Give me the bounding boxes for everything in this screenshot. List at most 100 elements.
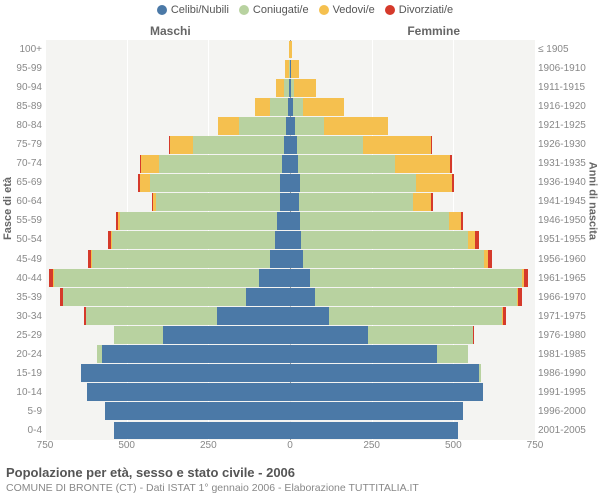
legend: Celibi/NubiliConiugati/eVedovi/eDivorzia… [0, 4, 600, 16]
bar-seg-s [290, 326, 368, 344]
bar-seg-m [193, 136, 284, 154]
bar-seg-s [87, 383, 290, 401]
age-band-label: 75-79 [2, 135, 42, 154]
birth-year-label: 1911-1915 [538, 78, 598, 97]
legend-label: Celibi/Nubili [171, 4, 229, 16]
bar-seg-s [290, 269, 310, 287]
bar-seg-w [255, 98, 270, 116]
bar-seg-w [291, 60, 299, 78]
bar-seg-s [163, 326, 290, 344]
bar-seg-d [452, 174, 455, 192]
bar-seg-m [299, 193, 413, 211]
bar-seg-d [60, 288, 63, 306]
bar-seg-s [290, 307, 329, 325]
bar-seg-m [437, 345, 468, 363]
x-tick-label: 250 [200, 440, 217, 451]
legend-swatch [157, 5, 167, 15]
age-band-label: 20-24 [2, 345, 42, 364]
bar-seg-s [275, 231, 290, 249]
age-row [45, 97, 535, 116]
bar-seg-s [290, 383, 483, 401]
bar-seg-s [217, 307, 291, 325]
bar-seg-d [138, 174, 139, 192]
bar-seg-s [246, 288, 290, 306]
y-axis-left: 0-45-910-1415-1920-2425-2930-3435-3940-4… [2, 40, 42, 440]
age-row [45, 40, 535, 59]
birth-year-label: 1991-1995 [538, 383, 598, 402]
plot-area [45, 40, 535, 440]
birth-year-label: 1916-1920 [538, 97, 598, 116]
bar-seg-m [112, 231, 275, 249]
x-tick-label: 250 [363, 440, 380, 451]
age-band-label: 45-49 [2, 250, 42, 269]
age-band-label: 100+ [2, 40, 42, 59]
age-band-label: 40-44 [2, 269, 42, 288]
age-row [45, 269, 535, 288]
birth-year-label: 2001-2005 [538, 421, 598, 440]
bar-seg-w [141, 155, 159, 173]
bar-seg-s [290, 422, 458, 440]
age-row [45, 250, 535, 269]
bar-seg-m [270, 98, 288, 116]
legend-label: Coniugati/e [253, 4, 309, 16]
bar-seg-m [300, 174, 416, 192]
bar-seg-s [290, 136, 297, 154]
bar-seg-w [363, 136, 432, 154]
legend-label: Divorziati/e [399, 4, 453, 16]
age-row [45, 116, 535, 135]
bar-seg-d [473, 326, 474, 344]
bar-seg-d [431, 136, 432, 154]
bar-seg-m [293, 98, 303, 116]
axis-title-right: Anni di nascita [586, 162, 598, 240]
age-band-label: 30-34 [2, 307, 42, 326]
age-row [45, 421, 535, 440]
birth-year-label: 1981-1985 [538, 345, 598, 364]
bar-seg-m [303, 250, 484, 268]
age-row [45, 364, 535, 383]
bar-seg-w [294, 79, 316, 97]
male-title: Maschi [150, 24, 191, 38]
bar-seg-w [91, 250, 92, 268]
bar-seg-m [315, 288, 518, 306]
age-band-label: 0-4 [2, 421, 42, 440]
birth-year-label: ≤ 1905 [538, 40, 598, 59]
bar-seg-w [218, 117, 239, 135]
birth-year-label: 1906-1910 [538, 59, 598, 78]
age-band-label: 95-99 [2, 59, 42, 78]
legend-swatch [319, 5, 329, 15]
bar-seg-d [524, 269, 529, 287]
x-tick-label: 750 [37, 440, 54, 451]
birth-year-label: 1966-1970 [538, 288, 598, 307]
age-row [45, 230, 535, 249]
bar-seg-d [84, 307, 86, 325]
bar-seg-d [108, 231, 111, 249]
bar-seg-m [92, 250, 270, 268]
age-row [45, 154, 535, 173]
bar-seg-w [303, 98, 344, 116]
bar-seg-m [120, 212, 277, 230]
bar-seg-s [259, 269, 290, 287]
footer: Popolazione per età, sesso e stato civil… [6, 465, 596, 494]
bar-seg-w [324, 117, 388, 135]
bar-seg-m [63, 288, 246, 306]
age-band-label: 70-74 [2, 154, 42, 173]
bar-seg-s [290, 212, 300, 230]
birth-year-label: 1976-1980 [538, 326, 598, 345]
age-row [45, 307, 535, 326]
bar-seg-s [290, 155, 298, 173]
bar-seg-s [290, 364, 479, 382]
x-tick-label: 0 [287, 440, 293, 451]
bar-seg-s [280, 193, 290, 211]
bar-seg-w [276, 79, 284, 97]
age-row [45, 383, 535, 402]
birth-year-label: 1996-2000 [538, 402, 598, 421]
age-band-label: 5-9 [2, 402, 42, 421]
age-row [45, 59, 535, 78]
birth-year-label: 1926-1930 [538, 135, 598, 154]
bar-seg-d [450, 155, 452, 173]
bar-seg-m [310, 269, 522, 287]
bar-seg-s [105, 402, 290, 420]
chart-subtitle: COMUNE DI BRONTE (CT) - Dati ISTAT 1° ge… [6, 482, 596, 494]
bar-seg-m [114, 326, 163, 344]
chart-title: Popolazione per età, sesso e stato civil… [6, 465, 596, 480]
